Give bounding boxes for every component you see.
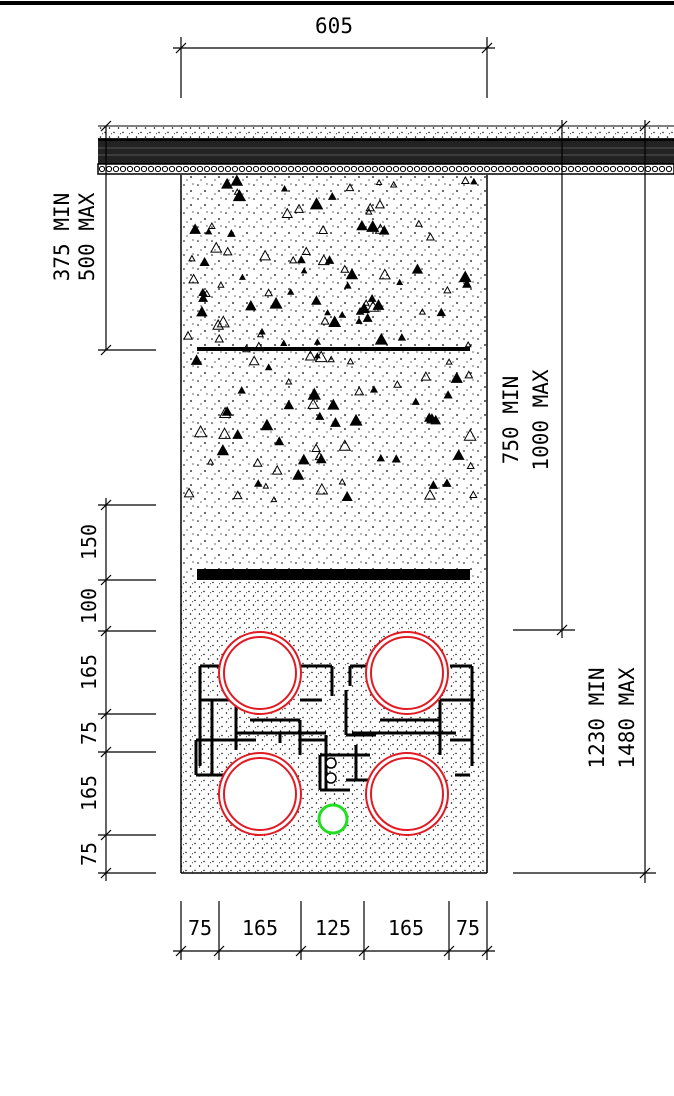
dim-mid-depth	[513, 120, 575, 638]
duct-top-left	[218, 631, 302, 715]
dim-bottom-3: 125	[315, 916, 351, 940]
dim-total-depth-line2: 1480 MAX	[615, 667, 639, 769]
dim-left-depth-line1: 375 MIN	[50, 193, 74, 282]
dim-bottom-5: 75	[456, 916, 480, 940]
dim-left-stack	[98, 498, 156, 881]
small-conduits	[325, 757, 337, 784]
dim-bottom-1: 75	[188, 916, 212, 940]
duct-spacers	[194, 664, 475, 792]
dim-top-width	[173, 37, 495, 98]
dim-stack-2: 100	[77, 588, 101, 624]
dim-stack-1: 150	[77, 524, 101, 560]
dim-total-depth	[513, 120, 656, 883]
dim-total-depth-line1: 1230 MIN	[585, 667, 609, 768]
dim-stack-5: 165	[77, 775, 101, 811]
dim-top-width-label: 605	[315, 14, 353, 38]
duct-bottom-left	[218, 752, 302, 836]
dim-left-depth	[98, 120, 156, 356]
duct-top-right	[365, 631, 449, 715]
dim-mid-depth-line1: 750 MIN	[499, 376, 523, 465]
dim-bottom-2: 165	[242, 916, 278, 940]
dim-stack-3: 165	[77, 654, 101, 690]
dim-left-depth-line2: 500 MAX	[75, 192, 99, 281]
road-surface-layer	[97, 125, 674, 175]
dim-mid-depth-line2: 1000 MAX	[529, 369, 553, 471]
dim-stack-6: 75	[77, 842, 101, 866]
duct-bottom-right	[365, 752, 449, 836]
dim-bottom-4: 165	[388, 916, 424, 940]
warning-slab	[197, 569, 470, 580]
dim-bottom	[173, 901, 495, 960]
marker-conduit	[317, 803, 349, 835]
dim-stack-4: 75	[77, 721, 101, 745]
